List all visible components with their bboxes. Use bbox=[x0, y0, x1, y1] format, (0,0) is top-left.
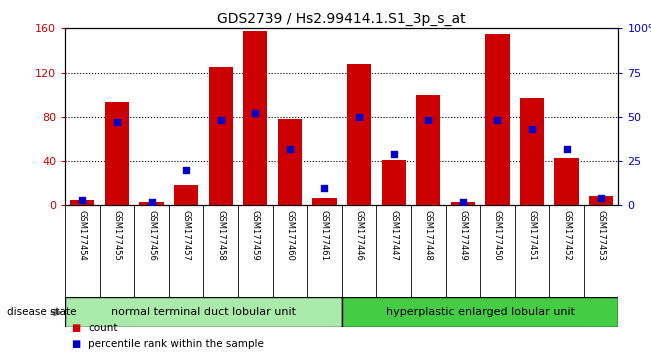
Bar bbox=[278, 119, 302, 205]
Point bbox=[458, 199, 468, 205]
Text: GSM177458: GSM177458 bbox=[216, 210, 225, 261]
Point bbox=[561, 146, 572, 152]
Point bbox=[181, 167, 191, 173]
Point bbox=[389, 151, 399, 157]
Text: percentile rank within the sample: percentile rank within the sample bbox=[88, 339, 264, 349]
Text: disease state: disease state bbox=[7, 307, 76, 318]
Point bbox=[423, 118, 434, 123]
Bar bbox=[381, 160, 406, 205]
Point bbox=[527, 126, 537, 132]
Bar bbox=[70, 200, 94, 205]
Text: GSM177453: GSM177453 bbox=[597, 210, 605, 261]
Text: GSM177459: GSM177459 bbox=[251, 210, 260, 261]
Text: GSM177452: GSM177452 bbox=[562, 210, 571, 261]
Text: GSM177449: GSM177449 bbox=[458, 210, 467, 261]
Bar bbox=[347, 64, 371, 205]
Point bbox=[319, 185, 329, 190]
Point bbox=[596, 195, 606, 201]
Bar bbox=[312, 198, 337, 205]
Text: ■: ■ bbox=[72, 323, 81, 333]
Point bbox=[250, 110, 260, 116]
Text: GSM177454: GSM177454 bbox=[78, 210, 87, 261]
Title: GDS2739 / Hs2.99414.1.S1_3p_s_at: GDS2739 / Hs2.99414.1.S1_3p_s_at bbox=[217, 12, 466, 26]
Point bbox=[284, 146, 295, 152]
Text: GSM177448: GSM177448 bbox=[424, 210, 433, 261]
Text: GSM177455: GSM177455 bbox=[113, 210, 122, 261]
Point bbox=[146, 199, 157, 205]
Bar bbox=[450, 202, 475, 205]
Bar bbox=[243, 30, 268, 205]
Text: GSM177451: GSM177451 bbox=[527, 210, 536, 261]
Bar bbox=[555, 158, 579, 205]
Bar bbox=[589, 196, 613, 205]
Bar bbox=[139, 202, 163, 205]
Bar bbox=[105, 102, 129, 205]
Text: GSM177457: GSM177457 bbox=[182, 210, 191, 261]
Point bbox=[215, 118, 226, 123]
Bar bbox=[65, 297, 342, 327]
Text: GSM177456: GSM177456 bbox=[147, 210, 156, 261]
Point bbox=[112, 119, 122, 125]
Text: GSM177447: GSM177447 bbox=[389, 210, 398, 261]
Text: GSM177450: GSM177450 bbox=[493, 210, 502, 261]
Bar bbox=[485, 34, 510, 205]
Point bbox=[354, 114, 365, 120]
Text: GSM177461: GSM177461 bbox=[320, 210, 329, 261]
Bar bbox=[520, 98, 544, 205]
Bar bbox=[342, 297, 618, 327]
Text: GSM177460: GSM177460 bbox=[285, 210, 294, 261]
Text: normal terminal duct lobular unit: normal terminal duct lobular unit bbox=[111, 307, 296, 318]
Text: hyperplastic enlarged lobular unit: hyperplastic enlarged lobular unit bbox=[385, 307, 575, 318]
Point bbox=[492, 118, 503, 123]
Text: count: count bbox=[88, 323, 117, 333]
Text: GSM177446: GSM177446 bbox=[355, 210, 363, 261]
Bar bbox=[416, 95, 440, 205]
Bar bbox=[174, 185, 199, 205]
Text: ■: ■ bbox=[72, 339, 81, 349]
Bar bbox=[208, 67, 233, 205]
Point bbox=[77, 197, 88, 203]
